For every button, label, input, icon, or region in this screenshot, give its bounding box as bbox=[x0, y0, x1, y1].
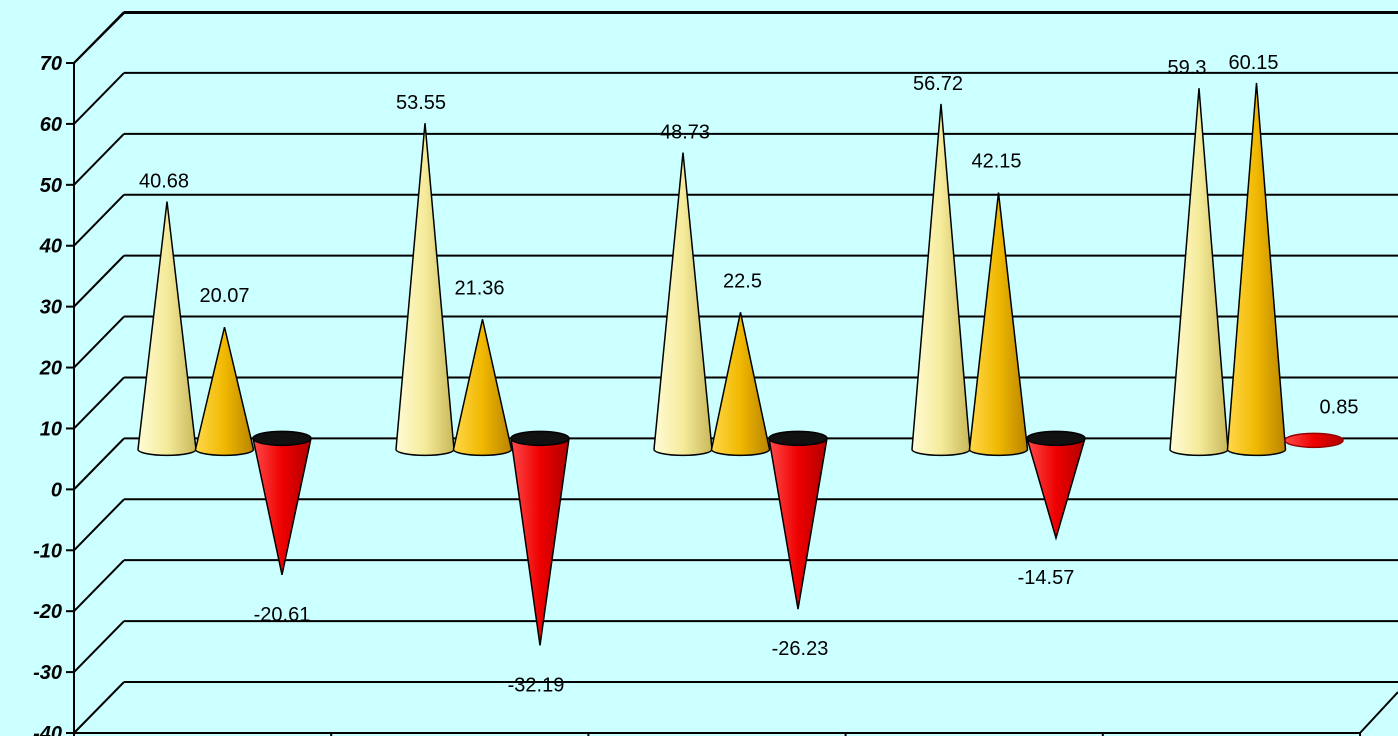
gridline-depth bbox=[73, 559, 125, 612]
cone bbox=[768, 437, 828, 610]
y-tick-label: 50 bbox=[40, 175, 62, 197]
gridline-depth bbox=[73, 620, 125, 673]
cone bbox=[710, 312, 771, 457]
cone-base bbox=[768, 430, 828, 447]
cone-base bbox=[252, 430, 312, 447]
cone bbox=[252, 437, 312, 576]
gridlines bbox=[66, 11, 1398, 736]
cone bbox=[510, 437, 570, 646]
data-label: 53.55 bbox=[396, 92, 446, 114]
y-tick-label: 70 bbox=[40, 53, 62, 75]
y-tick-label: 60 bbox=[40, 114, 62, 136]
cone bbox=[968, 192, 1029, 457]
cone bbox=[1226, 82, 1287, 457]
y-tick-label: -30 bbox=[33, 662, 62, 684]
cone-series bbox=[137, 82, 1344, 646]
cone bbox=[653, 152, 713, 457]
gridline-depth bbox=[73, 498, 125, 551]
gridline-depth bbox=[73, 437, 125, 491]
data-label: -32.19 bbox=[508, 674, 565, 696]
cone bbox=[1026, 437, 1086, 541]
y-tick-label: -10 bbox=[33, 540, 62, 562]
gridline-depth bbox=[73, 72, 125, 125]
data-label: 42.15 bbox=[971, 151, 1021, 173]
data-label: -26.23 bbox=[772, 638, 829, 660]
cone bbox=[1169, 88, 1229, 457]
data-label: -20.61 bbox=[254, 604, 311, 626]
data-label: 56.72 bbox=[913, 73, 963, 95]
data-label: 48.73 bbox=[660, 122, 710, 144]
data-label: 60.15 bbox=[1228, 52, 1278, 74]
gridline-depth bbox=[73, 133, 125, 186]
x-axis-depth bbox=[1359, 691, 1398, 734]
data-label: 0.85 bbox=[1320, 396, 1359, 418]
data-label: 40.68 bbox=[139, 171, 189, 193]
cone-base bbox=[510, 430, 570, 447]
cone bbox=[137, 201, 197, 457]
gridline-depth bbox=[73, 194, 125, 247]
cone bbox=[395, 123, 455, 457]
cone bbox=[911, 103, 971, 457]
y-tick-label: 20 bbox=[39, 358, 62, 380]
gridline-depth bbox=[73, 11, 125, 64]
cone bbox=[194, 326, 255, 457]
y-axis-tick-labels: -40 -30 -20 -10 0 10 20 30 40 50 60 70 bbox=[33, 53, 62, 736]
y-tick-label: 40 bbox=[39, 236, 62, 258]
gridline-depth bbox=[73, 254, 125, 308]
y-tick-label: -20 bbox=[33, 601, 62, 623]
gridline-depth bbox=[73, 376, 125, 430]
data-label: 22.5 bbox=[723, 270, 762, 292]
cone bbox=[452, 319, 513, 457]
cone-base bbox=[1026, 430, 1086, 447]
y-tick-label: 30 bbox=[40, 297, 62, 319]
gridline-depth bbox=[73, 315, 125, 369]
y-tick-label: 10 bbox=[40, 418, 62, 440]
cone-base bbox=[1284, 432, 1344, 449]
data-label: 21.36 bbox=[454, 277, 504, 299]
data-label: 20.07 bbox=[199, 285, 249, 307]
y-tick-label: 0 bbox=[51, 479, 62, 501]
data-labels: 40.68 53.55 48.73 56.72 59.3 20.07 21.36 22.5 42… bbox=[139, 52, 1359, 696]
gridline-depth bbox=[73, 681, 125, 734]
y-tick-label: -40 bbox=[33, 723, 62, 736]
data-label: -14.57 bbox=[1018, 567, 1075, 589]
data-label: 59.3 bbox=[1168, 57, 1207, 79]
